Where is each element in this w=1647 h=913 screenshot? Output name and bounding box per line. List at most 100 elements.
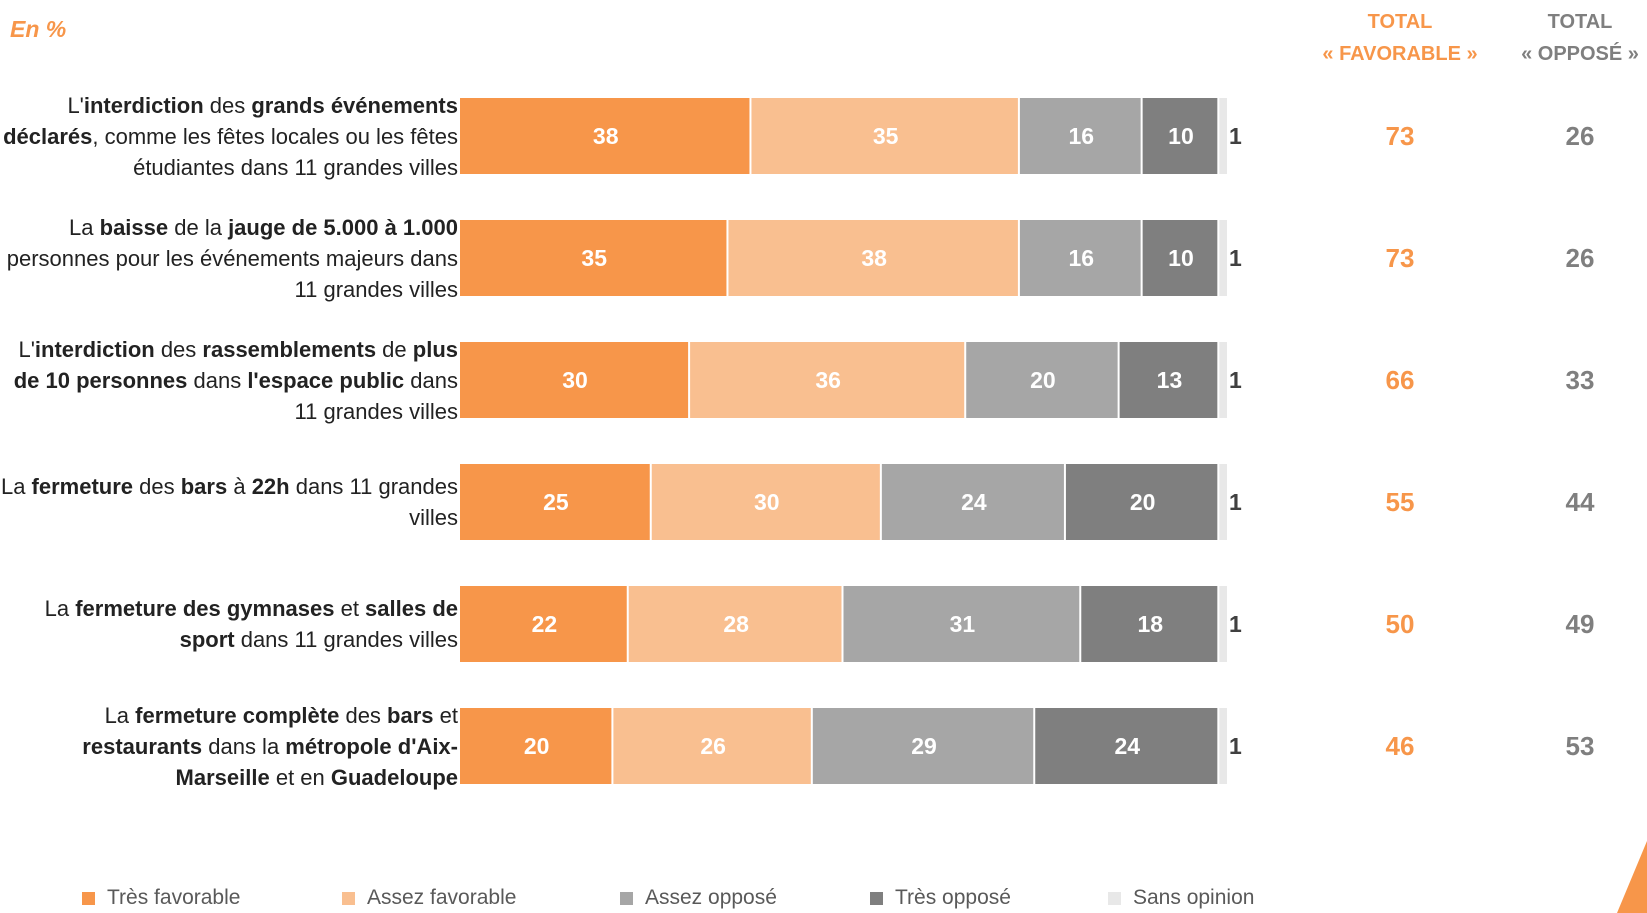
category-label-segment: plus de 10 personnes [13,336,458,393]
bar-value-label: 1 [1229,733,1242,759]
bar-value-label: 1 [1229,489,1242,515]
category-label-segment: bars [387,702,434,728]
legend-item-assez-favorable: Assez favorable [342,886,516,910]
category-label-segment: des [133,474,181,499]
category-label-segment: des [154,336,203,362]
total-favorable-header-line1: TOTAL [1367,11,1433,33]
category-label-segment: à [227,474,252,499]
bar-segment [812,708,1034,784]
bar-value-label: 28 [723,611,749,637]
bar-segment [1219,220,1227,296]
bar-value-label: 22 [532,611,558,637]
legend: Très favorable Assez favorable Assez opp… [0,886,1647,913]
category-label-segment: fermeture complète [135,702,340,728]
total-favorable-header-line2: « FAVORABLE » [1322,43,1478,65]
category-label-segment: de [376,336,413,362]
bar-segment [460,586,627,662]
bar-segment [1219,586,1227,662]
legend-swatch-assez-favorable [342,891,355,905]
bar-segment [843,586,1080,662]
category-label-segment: baisse [99,214,169,240]
total-oppose-value: 49 [1566,609,1595,639]
category-label-segment: L' [18,336,35,362]
category-label-segment: de la [168,214,229,240]
total-oppose-value: 33 [1566,365,1595,395]
bar-value-label: 10 [1168,245,1194,271]
total-favorable-value: 46 [1386,731,1415,761]
unit-label: En % [10,16,67,42]
bar-segment [460,342,689,418]
bar-segment [1119,342,1218,418]
bar-value-label: 36 [815,367,841,393]
bar-value-label: 1 [1229,245,1242,271]
bar-segment [881,464,1064,540]
category-label-segment: Guadeloupe [330,764,458,790]
legend-item-tres-oppose: Très opposé [870,886,1011,910]
bar-segment [1219,342,1227,418]
category-label: L'interdiction des rassemblements de plu… [0,334,458,427]
bar-segment [966,342,1118,418]
total-oppose-header-line2: « OPPOSÉ » [1521,43,1639,65]
bar-value-label: 18 [1138,611,1164,637]
bar-segment [751,98,1018,174]
category-label-segment: dans [187,367,248,393]
category-label-segment: grands événements déclarés [3,92,458,149]
category-label-segment: salles de sport [179,596,458,652]
bar-segment [460,708,612,784]
category-label-segment: restaurants [82,733,203,759]
category-label-segment: et [334,596,366,621]
bar-value-label: 24 [1114,733,1140,759]
bar-value-label: 16 [1068,123,1094,149]
legend-item-tres-favorable: Très favorable [82,886,240,910]
bar-value-label: 13 [1157,367,1183,393]
total-favorable-value: 55 [1386,487,1415,517]
category-label-segment: fermeture [31,474,134,499]
category-label-segment: dans 11 grandes villes [234,627,458,652]
legend-swatch-sans-opinion [1108,891,1121,905]
brand-corner-shape [1617,841,1647,913]
legend-item-assez-oppose: Assez opposé [620,886,777,910]
category-label: La baisse de la jauge de 5.000 à 1.000 p… [0,212,458,305]
category-label-segment: l'espace public [247,367,405,393]
bar-value-label: 26 [700,733,726,759]
bar-value-label: 20 [1030,367,1056,393]
total-favorable-header: TOTAL « FAVORABLE » [1300,6,1500,70]
bar-segment [628,586,842,662]
bar-segment [1219,708,1227,784]
bar-value-label: 29 [911,733,937,759]
category-label-segment: jauge de 5.000 à 1.000 [228,214,458,240]
total-favorable-value: 50 [1386,609,1415,639]
bar-value-label: 24 [961,489,987,515]
category-label-segment: 22h [251,474,290,499]
bar-segment [1219,464,1227,540]
total-oppose-value: 26 [1566,121,1595,151]
category-label-segment: métropole d'Aix-Marseille [175,733,458,790]
legend-label-assez-oppose: Assez opposé [645,886,777,909]
legend-label-assez-favorable: Assez favorable [367,886,517,909]
category-label: La fermeture des gymnases et salles de s… [0,593,458,655]
total-favorable-value: 66 [1386,365,1415,395]
bar-segment [1081,586,1218,662]
category-label-segment: interdiction [34,336,155,362]
bar-value-label: 35 [581,245,607,271]
bar-segment [1019,220,1141,296]
category-label: L'interdiction des grands événements déc… [0,90,458,183]
bar-value-label: 30 [562,367,588,393]
bar-segment [651,464,880,540]
category-label-segment: personnes pour les événements majeurs da… [6,245,458,302]
bar-segment [460,98,750,174]
bar-value-label: 20 [524,733,550,759]
bar-value-label: 30 [754,489,780,515]
legend-swatch-assez-oppose [620,891,633,905]
bar-segment [613,708,811,784]
total-oppose-value: 26 [1566,243,1595,273]
category-label-segment: fermeture des gymnases [75,596,335,621]
bar-value-label: 38 [593,123,619,149]
bar-value-label: 25 [543,489,569,515]
bar-value-label: 1 [1229,367,1242,393]
category-label-segment: interdiction [83,92,204,118]
bar-segment [1142,220,1218,296]
total-oppose-header-line1: TOTAL [1547,11,1613,33]
category-label-segment: La [104,702,136,728]
